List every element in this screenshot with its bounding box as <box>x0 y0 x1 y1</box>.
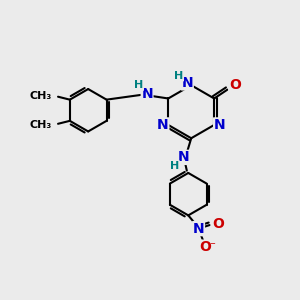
Text: CH₃: CH₃ <box>30 120 52 130</box>
Text: O: O <box>212 217 224 231</box>
Text: H: H <box>174 71 184 81</box>
Text: H: H <box>170 160 179 171</box>
Text: CH₃: CH₃ <box>30 91 52 101</box>
Text: ⁻: ⁻ <box>209 241 215 251</box>
Text: N: N <box>214 118 225 132</box>
Text: N: N <box>178 150 190 164</box>
Text: N: N <box>193 222 204 236</box>
Text: O: O <box>229 78 241 92</box>
Text: N: N <box>141 87 153 101</box>
Text: N: N <box>182 76 193 90</box>
Text: O: O <box>200 240 211 254</box>
Text: N: N <box>157 118 169 132</box>
Text: H: H <box>134 80 143 90</box>
